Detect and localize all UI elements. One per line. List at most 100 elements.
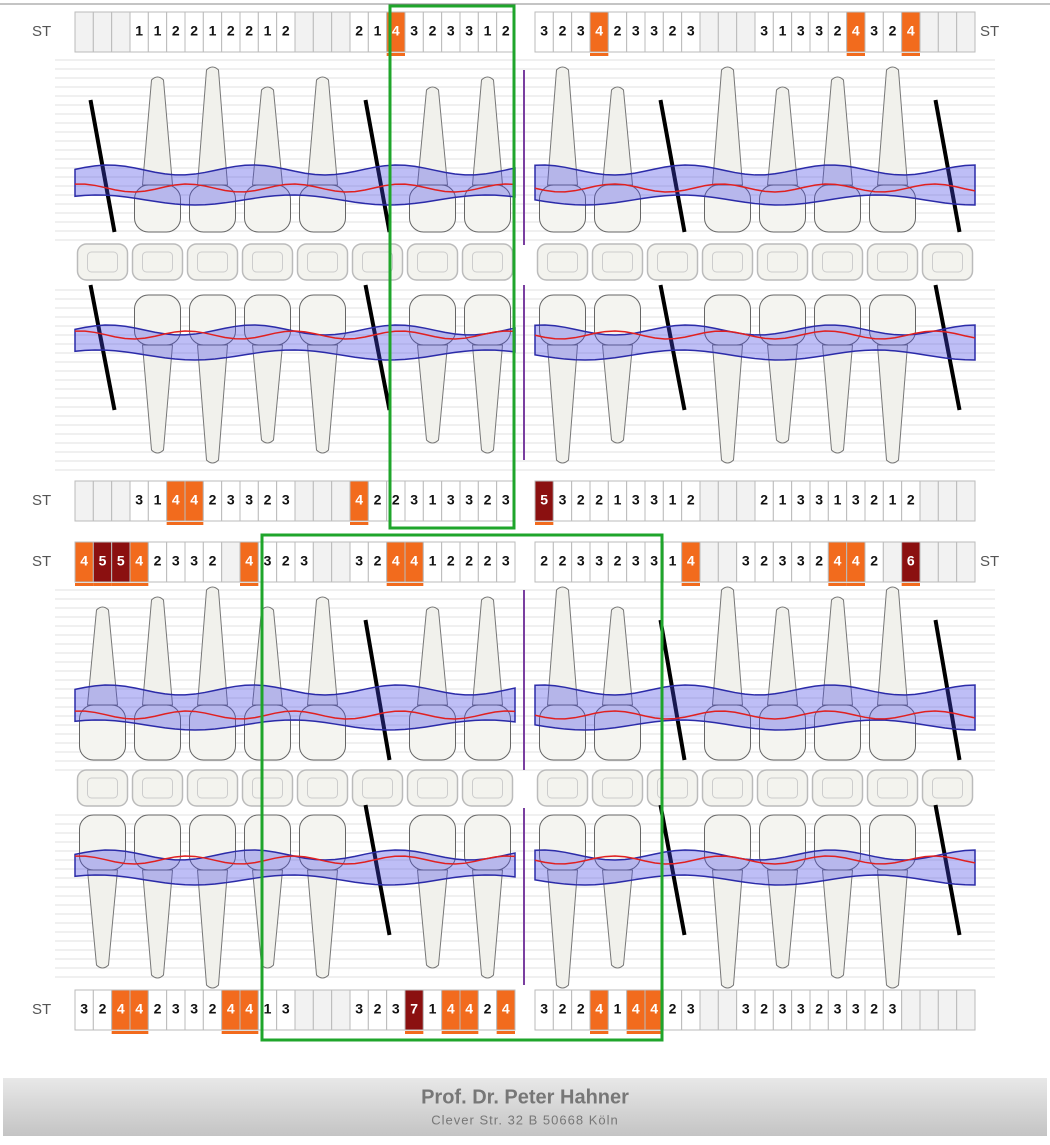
probing-value: 6 (907, 553, 915, 569)
occlusal-view (646, 769, 699, 807)
probing-value: 4 (650, 1001, 658, 1017)
tooth-crown (244, 814, 291, 871)
probing-value: 2 (447, 553, 455, 569)
probing-value: 3 (190, 553, 198, 569)
tooth-root (766, 606, 799, 706)
missing-mark (88, 99, 117, 233)
tooth-root (196, 66, 229, 186)
attachment-band (534, 849, 976, 886)
occlusal-view (536, 243, 589, 281)
probing-value: 1 (209, 23, 217, 39)
missing-mark (363, 619, 392, 761)
tooth-crown (244, 184, 291, 233)
probing-value: 3 (632, 23, 640, 39)
occlusal-inner (252, 251, 283, 273)
probing-value: 3 (577, 553, 585, 569)
probing-value: 4 (907, 23, 915, 39)
probing-value: 1 (374, 23, 382, 39)
tooth-root (711, 344, 744, 464)
probing-value: 1 (264, 1001, 272, 1017)
probing-value: 3 (797, 23, 805, 39)
probing-value: 1 (669, 492, 677, 508)
cell-underline (240, 1031, 259, 1034)
probing-cell (717, 989, 738, 1031)
probing-cell (496, 989, 516, 1031)
tooth-crown (409, 814, 456, 871)
probing-cell (736, 11, 756, 53)
row-label: ST (980, 23, 999, 40)
probing-value: 3 (779, 553, 787, 569)
cell-underline (221, 1031, 240, 1034)
probing-value: 3 (687, 23, 695, 39)
probing-value: 3 (392, 1001, 400, 1017)
probing-value: 4 (245, 1001, 253, 1017)
tooth-root (546, 586, 579, 706)
tooth-root (821, 869, 854, 979)
probing-value: 4 (117, 1001, 125, 1017)
attachment-band (534, 164, 976, 206)
tooth-root (711, 586, 744, 706)
probing-cell (331, 989, 351, 1031)
tooth-root (251, 344, 284, 444)
teeth (74, 66, 976, 989)
occlusal-view (351, 243, 404, 281)
probing-value: 3 (282, 1001, 290, 1017)
missing-mark (658, 804, 687, 936)
probing-value: 1 (779, 23, 787, 39)
tooth-crown (539, 294, 586, 346)
probing-value: 2 (595, 492, 603, 508)
probing-value: 2 (760, 1001, 768, 1017)
cell-underline (901, 53, 920, 56)
probing-value: 2 (227, 23, 235, 39)
tooth-root (876, 586, 909, 706)
probing-value: 2 (374, 553, 382, 569)
occlusal-inner (822, 777, 853, 799)
tooth-root (821, 344, 854, 454)
probing-cell (919, 11, 939, 53)
tooth-root (416, 86, 449, 186)
cell-underline (681, 583, 700, 586)
occlusal-inner (307, 777, 338, 799)
occlusal-inner (547, 777, 578, 799)
occlusal-view (536, 769, 589, 807)
cell-underline (626, 1031, 645, 1034)
cell-underline (75, 583, 94, 586)
probing-cell (496, 541, 516, 583)
missing-mark (363, 284, 392, 411)
tooth-root (141, 596, 174, 706)
probing-value: 2 (870, 1001, 878, 1017)
probing-value: 2 (577, 492, 585, 508)
tooth-root (471, 344, 504, 454)
selection-box (260, 533, 664, 1042)
probing-value: 3 (355, 553, 363, 569)
probing-cell (937, 541, 958, 583)
occlusal-view (646, 243, 699, 281)
probing-value: 4 (852, 23, 860, 39)
tooth-root (86, 869, 119, 969)
probing-value: 3 (889, 1001, 897, 1017)
tooth-crown (134, 704, 181, 761)
occlusal-view (591, 769, 644, 807)
tooth-root (306, 596, 339, 706)
probing-cell (901, 989, 921, 1031)
footer-address: Clever Str. 32 B 50668 Köln (431, 1112, 618, 1127)
probing-value: 4 (595, 1001, 603, 1017)
tooth-root (601, 86, 634, 186)
occlusal-view (811, 243, 864, 281)
tooth-crown (299, 184, 346, 233)
probing-value: 3 (595, 553, 603, 569)
tooth-root (416, 869, 449, 969)
probing-cell (699, 989, 719, 1031)
probing-value: 4 (80, 553, 88, 569)
gingival-line (534, 183, 976, 193)
probing-value: 1 (669, 553, 677, 569)
cell-underline (645, 1031, 664, 1034)
occlusal-view (406, 769, 459, 807)
tooth-root (876, 869, 909, 989)
probing-cell (956, 11, 976, 53)
occlusal-view (921, 243, 974, 281)
probing-value: 4 (632, 1001, 640, 1017)
occlusal-inner (547, 251, 578, 273)
probing-value: 2 (760, 553, 768, 569)
probing-value: 1 (264, 23, 272, 39)
